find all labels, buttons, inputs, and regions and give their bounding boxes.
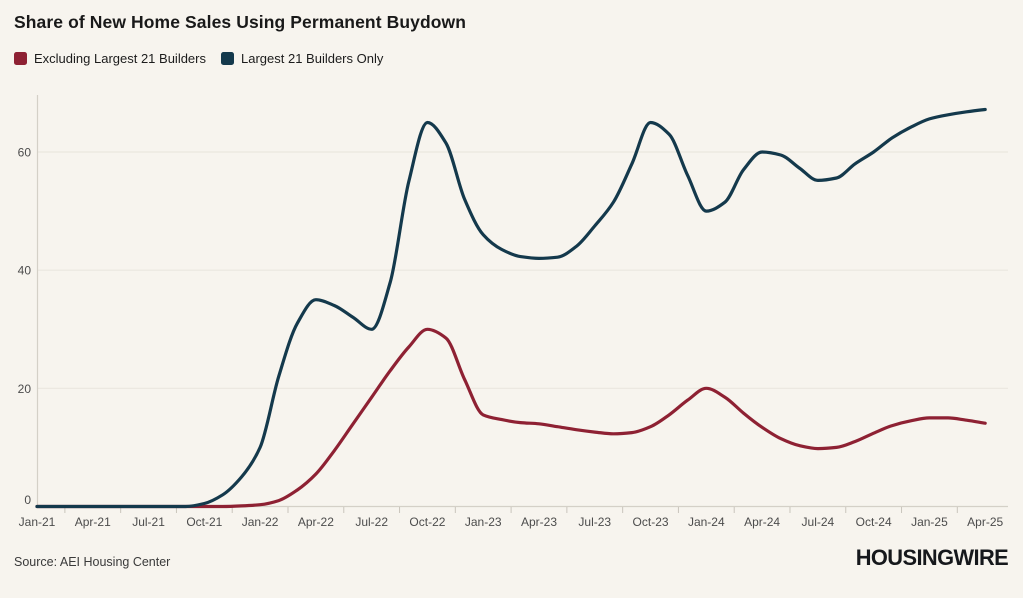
x-axis-label: Apr-24: [744, 515, 780, 529]
legend-label-excluding-largest-21: Excluding Largest 21 Builders: [34, 51, 206, 66]
y-axis-label: 20: [18, 382, 32, 396]
legend-item-excluding-largest-21: Excluding Largest 21 Builders: [14, 51, 206, 66]
legend: Excluding Largest 21 Builders Largest 21…: [14, 51, 383, 66]
line-chart: 0 20 40 60 Jan-21 Apr-21 Jul-21 Oct-21 Jan-22 Apr…: [18, 95, 1008, 529]
y-axis-label: 40: [18, 264, 32, 278]
chart-title: Share of New Home Sales Using Permanent …: [14, 12, 467, 32]
series-line-largest-21-only: [35, 107, 987, 509]
housingwire-logo: HOUSINGWIRE: [855, 545, 1009, 570]
x-axis-label: Apr-21: [75, 515, 111, 529]
x-axis-label: Oct-21: [186, 515, 222, 529]
legend-swatch-blue: [221, 52, 234, 65]
x-axis-label: Oct-22: [409, 515, 445, 529]
x-axis-label: Jul-23: [578, 515, 611, 529]
source-note: Source: AEI Housing Center: [14, 555, 171, 569]
legend-swatch-red: [14, 52, 27, 65]
x-axis-label: Jan-24: [688, 515, 725, 529]
series-line-excluding-largest-21: [35, 327, 987, 509]
x-axis-label: Apr-23: [521, 515, 557, 529]
x-axis-label: Jan-23: [465, 515, 502, 529]
x-axis-label: Oct-24: [856, 515, 892, 529]
x-axis-label: Jan-25: [911, 515, 948, 529]
x-axis-label: Apr-22: [298, 515, 334, 529]
x-axis-label: Apr-25: [967, 515, 1003, 529]
x-axis-label: Jan-21: [19, 515, 56, 529]
x-axis-label: Jul-21: [132, 515, 165, 529]
y-axis-label: 60: [18, 146, 32, 160]
legend-item-largest-21-only: Largest 21 Builders Only: [221, 51, 383, 66]
x-axis-label: Jan-22: [242, 515, 279, 529]
x-axis-label: Jul-24: [802, 515, 835, 529]
x-axis-label: Jul-22: [355, 515, 388, 529]
x-axis-label: Oct-23: [633, 515, 669, 529]
y-axis-label: 0: [24, 493, 31, 507]
legend-label-largest-21-only: Largest 21 Builders Only: [241, 51, 384, 66]
